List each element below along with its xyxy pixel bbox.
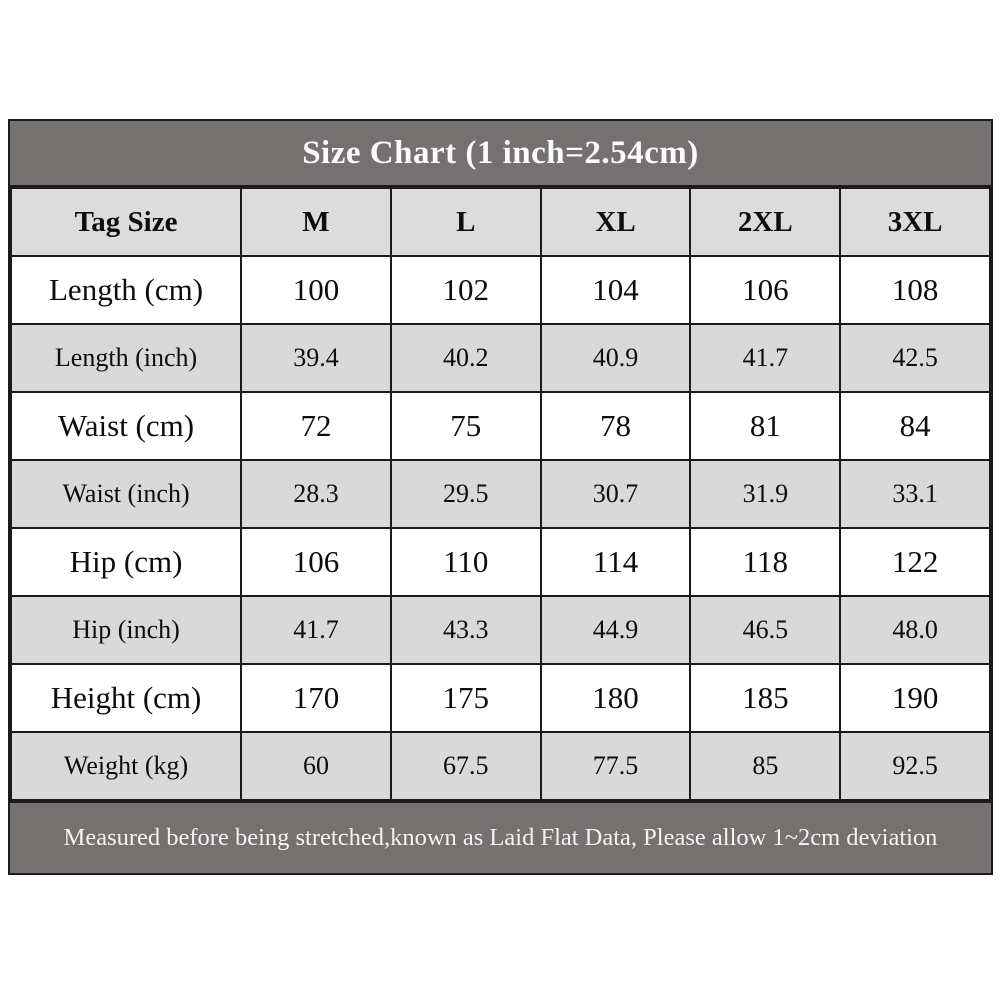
table-row: Weight (kg) 60 67.5 77.5 85 92.5: [9, 731, 991, 801]
data-cell: 31.9: [689, 459, 842, 529]
data-cell: 60: [240, 731, 392, 801]
data-cell: 185: [689, 663, 842, 733]
data-cell: 100: [240, 255, 392, 325]
data-cell: 110: [389, 527, 542, 597]
data-cell: 170: [240, 663, 392, 733]
data-cell: 102: [389, 255, 542, 325]
header-cell-size-M: M: [240, 187, 392, 257]
data-cell: 104: [539, 255, 692, 325]
table-row: Length (cm) 100 102 104 106 108: [9, 255, 991, 325]
data-cell: 44.9: [539, 595, 692, 665]
row-label: Weight (kg): [9, 731, 243, 801]
row-label: Height (cm): [9, 663, 243, 733]
header-cell-size-2XL: 2XL: [689, 187, 842, 257]
chart-title-bar: Size Chart (1 inch=2.54cm): [10, 121, 991, 187]
size-table-body: Length (cm) 100 102 104 106 108 Length (inch) 3…: [9, 255, 991, 801]
chart-title: Size Chart (1 inch=2.54cm): [302, 134, 699, 171]
size-table-head: Tag Size M L XL 2XL 3XL: [9, 187, 991, 257]
data-cell: 41.7: [689, 323, 842, 393]
data-cell: 81: [689, 391, 842, 461]
data-cell: 85: [689, 731, 842, 801]
header-cell-size-XL: XL: [539, 187, 692, 257]
data-cell: 42.5: [839, 323, 991, 393]
data-cell: 40.9: [539, 323, 692, 393]
data-cell: 84: [839, 391, 991, 461]
data-cell: 43.3: [389, 595, 542, 665]
header-cell-size-3XL: 3XL: [839, 187, 991, 257]
table-row: Hip (cm) 106 110 114 118 122: [9, 527, 991, 597]
data-cell: 28.3: [240, 459, 392, 529]
row-label: Length (inch): [9, 323, 243, 393]
data-cell: 180: [539, 663, 692, 733]
table-row: Hip (inch) 41.7 43.3 44.9 46.5 48.0: [9, 595, 991, 665]
data-cell: 114: [539, 527, 692, 597]
data-cell: 30.7: [539, 459, 692, 529]
size-chart-frame: Size Chart (1 inch=2.54cm) Tag Size M L XL 2…: [8, 119, 993, 875]
data-cell: 175: [389, 663, 542, 733]
row-label: Hip (cm): [9, 527, 243, 597]
data-cell: 48.0: [839, 595, 991, 665]
data-cell: 72: [240, 391, 392, 461]
data-cell: 190: [839, 663, 991, 733]
data-cell: 75: [389, 391, 542, 461]
header-row: Tag Size M L XL 2XL 3XL: [9, 187, 991, 257]
data-cell: 29.5: [389, 459, 542, 529]
chart-footnote: Measured before being stretched,known as…: [63, 824, 938, 851]
data-cell: 39.4: [240, 323, 392, 393]
row-label: Waist (cm): [9, 391, 243, 461]
table-row: Waist (cm) 72 75 78 81 84: [9, 391, 991, 461]
row-label: Waist (inch): [9, 459, 243, 529]
data-cell: 46.5: [689, 595, 842, 665]
data-cell: 106: [689, 255, 842, 325]
table-row: Height (cm) 170 175 180 185 190: [9, 663, 991, 733]
table-row: Waist (inch) 28.3 29.5 30.7 31.9 33.1: [9, 459, 991, 529]
data-cell: 41.7: [240, 595, 392, 665]
data-cell: 108: [839, 255, 991, 325]
row-label: Hip (inch): [9, 595, 243, 665]
data-cell: 67.5: [389, 731, 542, 801]
data-cell: 77.5: [539, 731, 692, 801]
data-cell: 33.1: [839, 459, 991, 529]
header-cell-size-L: L: [389, 187, 542, 257]
header-cell-tag-size: Tag Size: [9, 187, 243, 257]
table-row: Length (inch) 39.4 40.2 40.9 41.7 42.5: [9, 323, 991, 393]
data-cell: 118: [689, 527, 842, 597]
data-cell: 122: [839, 527, 991, 597]
data-cell: 92.5: [839, 731, 991, 801]
size-table: Tag Size M L XL 2XL 3XL Length (cm) 100 102 104 1…: [9, 187, 991, 801]
chart-footnote-bar: Measured before being stretched,known as…: [10, 801, 991, 873]
data-cell: 78: [539, 391, 692, 461]
row-label: Length (cm): [9, 255, 243, 325]
data-cell: 106: [240, 527, 392, 597]
data-cell: 40.2: [389, 323, 542, 393]
